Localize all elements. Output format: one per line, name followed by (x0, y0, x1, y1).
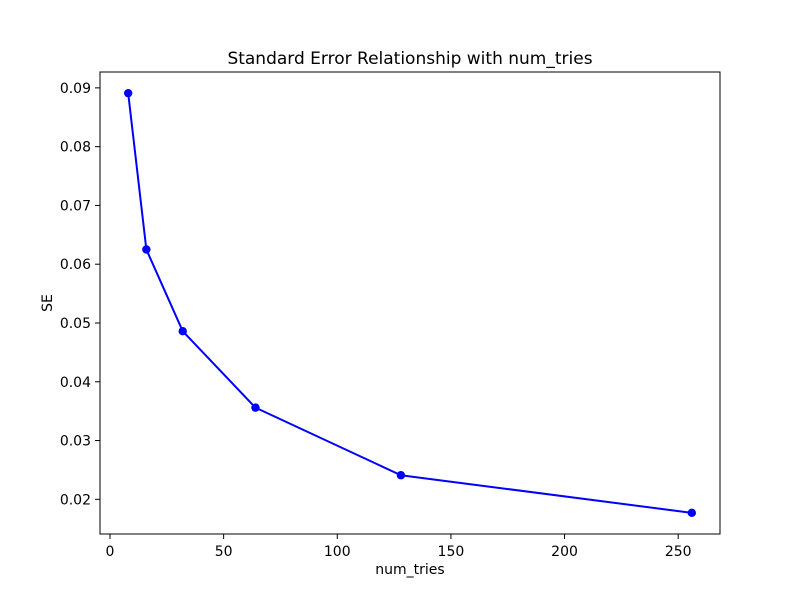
data-point (687, 508, 697, 518)
data-point (396, 471, 406, 480)
y-tick-label: 0.07 (60, 198, 91, 214)
data-point (123, 88, 133, 98)
y-tick-label: 0.04 (60, 375, 91, 391)
y-axis-label: SE (40, 294, 56, 312)
y-tick-label: 0.09 (60, 81, 91, 97)
data-point (178, 327, 187, 336)
x-tick-label: 50 (215, 544, 233, 560)
x-axis-label: num_tries (375, 562, 444, 578)
y-tick-label: 0.05 (60, 316, 91, 332)
data-point (142, 245, 151, 254)
line-series (127, 93, 692, 514)
plot-border (99, 71, 721, 535)
x-tick-label: 0 (106, 544, 115, 560)
x-tick-label: 250 (665, 544, 692, 560)
x-tick-label: 100 (324, 544, 351, 560)
x-tick-label: 200 (551, 544, 578, 560)
plot-generated-layer: 0 50 100 150 200 250 0.02 0.03 0.04 0.05 0.06 0.07 0… (60, 71, 721, 560)
y-tick-label: 0.08 (60, 140, 91, 156)
y-tick-label: 0.02 (60, 492, 91, 508)
y-tick-label: 0.03 (60, 434, 91, 450)
chart-title: Standard Error Relationship with num_tri… (227, 49, 592, 69)
x-tick-label: 150 (438, 544, 465, 560)
data-point (251, 403, 260, 412)
y-tick-label: 0.06 (60, 257, 91, 273)
